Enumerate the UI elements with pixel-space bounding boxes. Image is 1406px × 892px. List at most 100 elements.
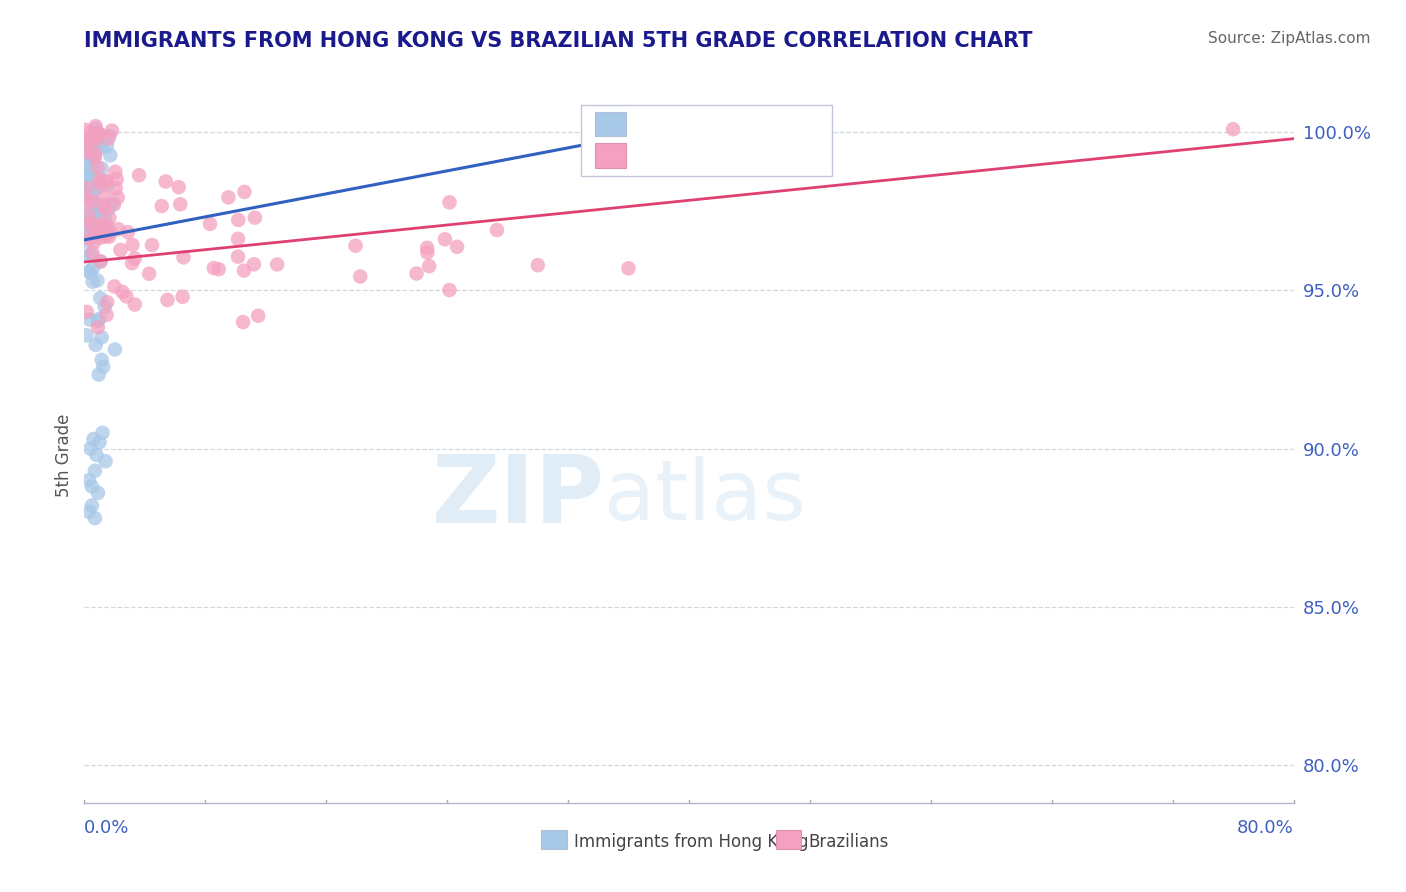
Point [84,121,107,136]
Point [243,257,266,271]
Point [75,328,97,343]
Point [82,141,104,155]
Text: Brazilians: Brazilians [808,832,889,850]
Point [77,473,100,487]
Point [96,308,118,322]
Point [86,196,108,211]
Point [76,219,98,234]
Point [226,213,249,227]
Point [82,180,104,194]
Point [79,175,101,189]
Point [79,442,101,456]
Point [98,148,121,162]
Point [75,122,97,136]
Point [98,211,121,225]
Point [89,254,111,268]
Point [76,231,98,245]
Point [93,198,115,212]
Point [82,217,104,231]
Point [80,209,103,223]
Point [83,235,105,250]
Text: R = 0.158   N = 110: R = 0.158 N = 110 [634,118,815,136]
Point [89,173,111,187]
Point [77,220,100,235]
Point [111,285,134,299]
Point [84,511,107,525]
Point [79,141,101,155]
Point [79,149,101,163]
Point [77,207,100,221]
Point [107,222,129,236]
Point [138,267,160,281]
Point [93,300,115,314]
Point [75,169,97,183]
Point [655,122,678,136]
Point [83,149,105,163]
Point [124,252,146,266]
Point [104,165,127,179]
Point [84,464,107,478]
Point [91,425,114,440]
Point [87,320,110,334]
Point [202,261,225,276]
Point [526,258,548,272]
Point [439,195,461,210]
Text: Immigrants from Hong Kong: Immigrants from Hong Kong [574,832,808,850]
Point [79,265,101,279]
Point [1222,122,1244,136]
Point [89,127,111,141]
Point [76,170,98,185]
Point [115,289,138,303]
Point [198,217,221,231]
Point [84,146,107,161]
Point [83,208,105,222]
Point [172,290,194,304]
Point [90,330,112,344]
Point [97,202,120,217]
Point [86,211,108,225]
Point [89,291,111,305]
Point [104,343,127,357]
Point [80,139,103,153]
Point [418,259,440,273]
Point [79,217,101,231]
Point [82,261,104,276]
Point [172,251,194,265]
Point [101,123,124,137]
Point [82,169,104,184]
Point [91,359,114,374]
Point [96,218,118,232]
Point [77,505,100,519]
Point [349,269,371,284]
Point [83,219,105,233]
Point [82,155,104,169]
Point [84,170,107,185]
Point [96,178,118,193]
Point [80,136,103,150]
Point [226,250,249,264]
Point [80,138,103,153]
Point [91,209,114,223]
Text: 80.0%: 80.0% [1237,819,1294,837]
Point [90,254,112,268]
Point [94,175,117,189]
Point [446,240,468,254]
Point [77,209,100,223]
Point [617,261,640,276]
Point [84,338,107,352]
Point [87,486,110,500]
Point [96,295,118,310]
Point [75,202,97,216]
Point [75,211,97,225]
Point [89,177,111,191]
Point [77,264,100,278]
Point [98,230,121,244]
Point [94,212,117,227]
Point [80,213,103,227]
Point [86,126,108,140]
Point [82,275,104,289]
Point [77,162,100,177]
Point [156,293,179,307]
Point [89,224,111,238]
Point [124,297,146,311]
